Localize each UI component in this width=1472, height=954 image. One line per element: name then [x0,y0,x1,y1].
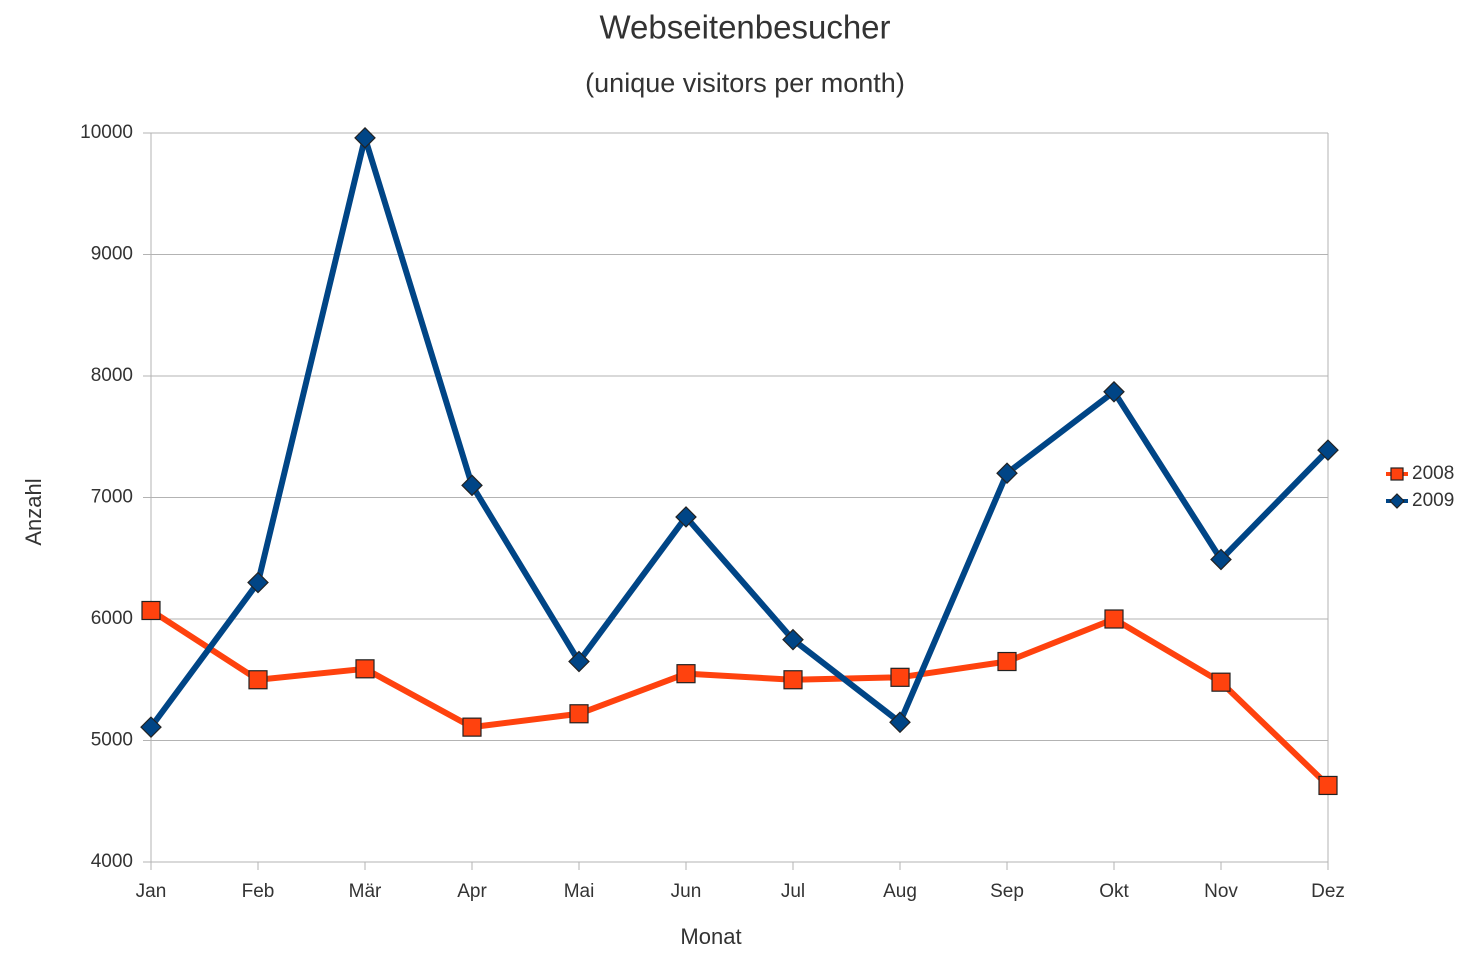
data-point [141,600,161,621]
chart-title: Webseitenbesucher [599,9,890,46]
data-point [462,717,482,737]
data-point [355,659,375,679]
data-point [247,571,269,594]
data-point [568,650,590,673]
data-point [248,670,268,690]
data-point [996,462,1018,485]
x-tick-label: Jan [136,881,167,902]
x-tick-label: Okt [1099,881,1129,902]
data-point [1318,775,1338,796]
data-point [354,127,376,149]
y-tick-label: 7000 [91,487,133,508]
chart-subtitle: (unique visitors per month) [585,68,905,98]
legend-marker [1389,493,1405,509]
data-point [675,506,697,528]
x-tick-label: Apr [457,881,487,902]
x-tick-label: Mai [564,881,595,902]
data-point [1210,548,1232,571]
data-point [889,711,911,734]
data-point [890,667,910,687]
y-tick-label: 9000 [91,244,133,265]
legend-label: 2009 [1412,490,1454,511]
data-point [1211,672,1231,692]
x-tick-label: Jun [671,881,702,902]
y-tick-label: 6000 [91,608,133,629]
data-point [1317,439,1339,461]
data-point [140,716,162,738]
x-tick-label: Dez [1311,881,1345,902]
x-axis-label: Monat [680,924,741,949]
x-tick-label: Feb [242,881,275,902]
data-point [569,704,589,724]
data-point [1104,609,1124,629]
y-tick-label: 8000 [91,365,133,386]
data-point [461,474,483,497]
series-line [148,134,1331,729]
legend-marker [1390,467,1404,481]
data-point [782,628,804,651]
x-tick-label: Nov [1204,881,1238,902]
x-tick-label: Aug [883,881,917,902]
y-tick-label: 5000 [91,730,133,751]
legend-label: 2008 [1412,463,1454,484]
y-tick-label: 10000 [80,122,133,143]
data-point [783,670,803,690]
data-point [1103,380,1125,403]
x-tick-label: Sep [990,881,1024,902]
y-axis-label: Anzahl [21,478,46,545]
series-line [149,607,1331,788]
x-tick-label: Mär [349,881,382,902]
y-tick-label: 4000 [91,851,133,872]
data-point [676,664,696,684]
x-tick-label: Jul [781,881,805,902]
data-point [997,651,1017,672]
